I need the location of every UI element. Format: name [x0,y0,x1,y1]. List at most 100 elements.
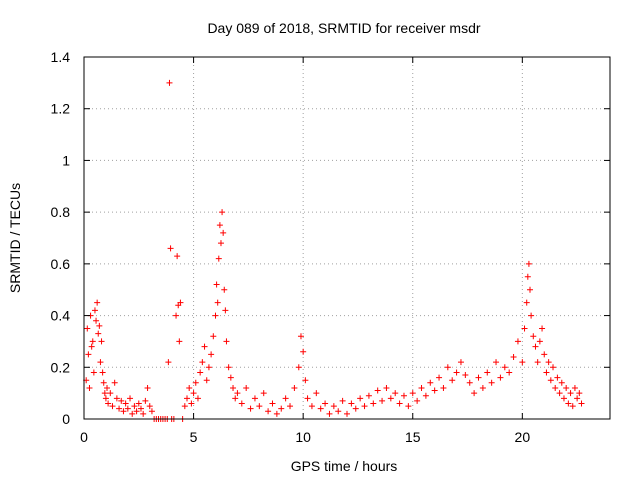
data-point [230,384,237,391]
data-point [140,410,147,417]
data-point [567,390,574,397]
data-point [374,387,381,394]
data-point [330,403,337,410]
data-point [361,403,368,410]
data-point [109,403,116,410]
data-point [302,377,309,384]
data-point [501,364,508,371]
data-point [120,408,127,415]
data-point [129,410,136,417]
data-point [530,333,537,340]
y-tick-label: 1.2 [51,101,71,117]
data-point [203,377,210,384]
x-tick-label: 0 [80,429,88,445]
data-point [213,281,220,288]
data-point [300,348,307,355]
data-point [519,359,526,366]
data-point [534,359,541,366]
data-point [137,405,144,412]
data-point [541,351,548,358]
data-point [532,343,539,350]
data-point [131,403,138,410]
data-point [409,390,416,397]
data-point [558,379,565,386]
data-point [453,369,460,376]
data-point [521,325,528,332]
data-point [574,395,581,402]
x-tick-label: 20 [515,429,531,445]
data-point [216,222,223,229]
data-point [238,400,245,407]
data-point [98,338,105,345]
plot-frame [83,56,611,420]
data-point [387,395,394,402]
data-point [107,390,114,397]
data-point [95,330,102,337]
data-point [525,260,532,267]
data-point [122,400,129,407]
data-point [212,312,219,319]
data-point [436,374,443,381]
data-point [414,397,421,404]
data-point [102,395,109,402]
data-point [219,209,226,216]
data-point [205,364,212,371]
data-point [370,400,377,407]
data-point [84,325,91,332]
data-point [471,390,478,397]
x-tick-labels: 0 5 10 15 20 [80,429,530,445]
data-point [348,400,355,407]
data-point [89,338,96,345]
data-point [440,384,447,391]
data-point [449,377,456,384]
data-point [194,395,201,402]
data-point [352,405,359,412]
data-point [344,410,350,417]
data-point [556,390,563,397]
data-point [304,395,311,402]
data-point [396,400,403,407]
data-point [457,359,464,366]
data-point [217,240,224,247]
data-point [462,372,469,379]
data-point [497,374,504,381]
data-point [422,392,429,399]
data-point [124,405,131,412]
chart-title: Day 089 of 2018, SRMTID for receiver msd… [207,20,480,36]
data-point [232,395,239,402]
data-point [86,384,93,391]
data-point [201,343,208,350]
data-point [282,395,289,402]
data-point [214,299,221,306]
data-point [133,408,140,415]
data-point [142,397,149,404]
data-point [260,390,267,397]
data-point [135,400,142,407]
data-point [215,255,222,262]
data-point [208,351,215,358]
data-point [543,369,550,376]
data-point [88,343,95,350]
data-point [173,312,180,319]
data-point [221,286,228,293]
y-axis-label: SRMTID / TECUs [7,183,23,293]
data-point [545,359,552,366]
data-point [431,387,438,394]
data-point [326,410,333,417]
data-point [528,312,535,319]
data-point [444,364,451,371]
data-point [181,403,188,410]
data-point [488,379,495,386]
data-point [295,364,302,371]
grid-layer [84,57,610,419]
data-point [571,384,578,391]
data-point [400,392,407,399]
y-tick-label: 0 [62,411,70,427]
data-point [466,379,473,386]
data-point [335,408,342,415]
data-point [210,333,217,340]
data-point [560,395,567,402]
data-point [101,390,108,397]
data-point [484,369,491,376]
data-point [177,299,184,306]
